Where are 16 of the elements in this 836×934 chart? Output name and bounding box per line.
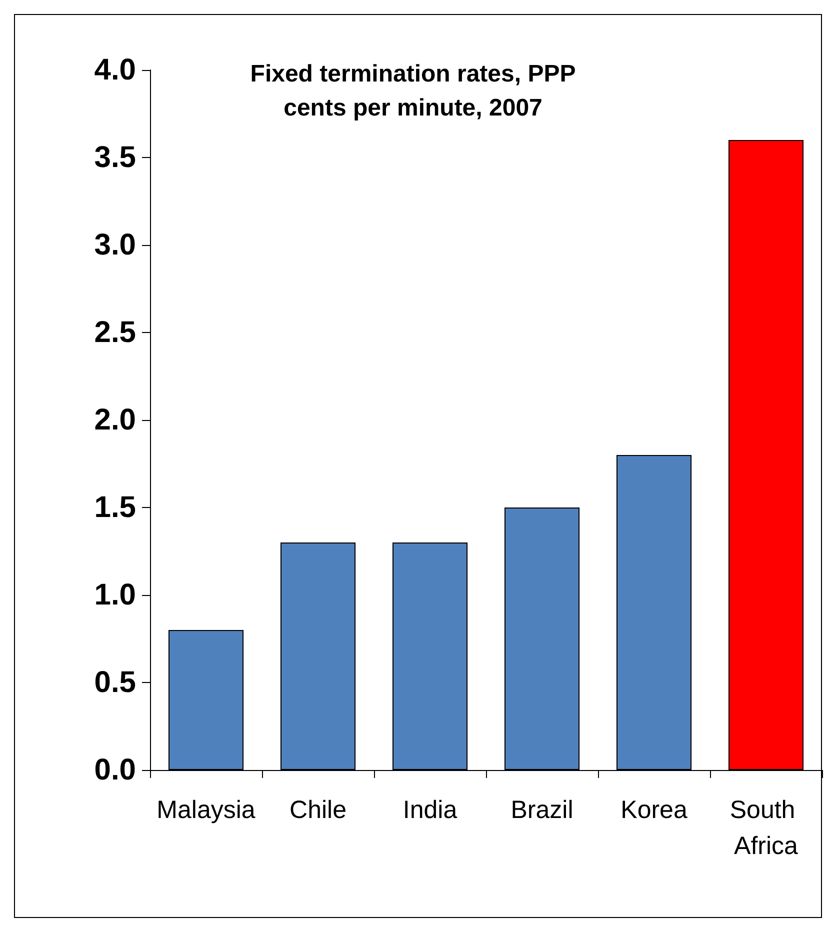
chart-title: Fixed termination rates, PPP cents per minute, 2007: [250, 60, 576, 122]
y-tick-label: 2.0: [94, 404, 136, 436]
x-tick-label: India: [402, 796, 458, 824]
x-tick-label: Malaysia: [156, 796, 256, 824]
x-tick-label: Chile: [290, 796, 346, 824]
x-tick-label: Korea: [620, 796, 688, 824]
x-tick-label: Brazil: [510, 796, 574, 824]
y-tick-label: 1.5: [94, 491, 136, 524]
x-tick-label: South Africa: [730, 796, 802, 860]
y-tick-label: 4.0: [94, 54, 136, 86]
y-tick-label: 0.0: [94, 754, 136, 786]
y-tick-label: 1.0: [94, 578, 136, 612]
y-tick-label: 3.5: [94, 141, 136, 174]
y-tick-label: 2.5: [94, 316, 136, 349]
y-tick-label: 0.5: [94, 666, 136, 699]
y-tick-label: 3.0: [94, 228, 136, 262]
